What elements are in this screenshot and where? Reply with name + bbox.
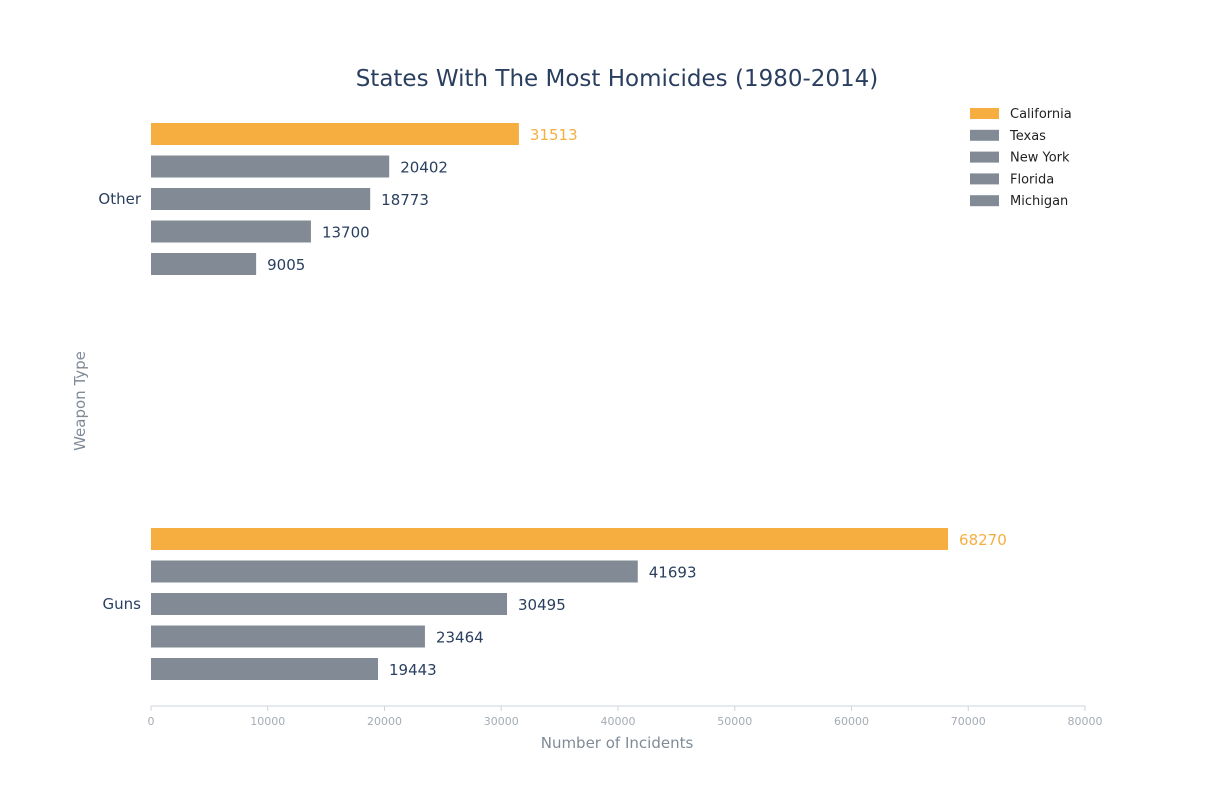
value-label-guns-california: 68270 xyxy=(959,531,1007,549)
legend-label-michigan[interactable]: Michigan xyxy=(1010,194,1068,209)
bars-group xyxy=(151,123,949,680)
value-label-other-michigan: 9005 xyxy=(267,256,305,274)
x-tick-label: 80000 xyxy=(1068,715,1103,728)
x-tick-label: 20000 xyxy=(367,715,402,728)
legend-swatch-new-york[interactable] xyxy=(970,151,999,163)
y-axis-title: Weapon Type xyxy=(71,351,89,451)
bar-guns-california xyxy=(151,528,949,550)
bar-guns-florida xyxy=(151,625,425,648)
legend-label-california[interactable]: California xyxy=(1010,107,1072,122)
category-label-other: Other xyxy=(98,190,141,208)
bar-other-california xyxy=(151,123,519,145)
value-label-other-california: 31513 xyxy=(530,126,578,144)
chart-title: States With The Most Homicides (1980-201… xyxy=(356,66,879,92)
legend: California Texas New York Florida Michigan xyxy=(970,107,1072,209)
x-axis-title: Number of Incidents xyxy=(541,734,694,752)
value-label-guns-michigan: 19443 xyxy=(389,661,437,679)
bar-other-florida xyxy=(151,220,311,243)
legend-label-florida[interactable]: Florida xyxy=(1010,172,1054,187)
value-label-other-florida: 13700 xyxy=(322,224,370,242)
category-labels-group: Other Guns xyxy=(98,190,141,613)
value-labels-group: 31513 20402 18773 13700 9005 68270 41693 30495 2… xyxy=(267,126,1007,679)
legend-swatch-michigan[interactable] xyxy=(970,195,999,207)
bar-other-texas xyxy=(151,155,390,178)
legend-label-new-york[interactable]: New York xyxy=(1010,151,1070,166)
x-tick-label: 50000 xyxy=(717,715,752,728)
bar-guns-new-york xyxy=(151,593,508,615)
legend-swatch-texas[interactable] xyxy=(970,129,999,141)
value-label-guns-new-york: 30495 xyxy=(518,596,566,614)
value-label-other-new-york: 18773 xyxy=(381,191,429,209)
bar-other-michigan xyxy=(151,253,257,275)
legend-swatch-california[interactable] xyxy=(970,108,999,119)
x-tick-labels-group: 0 10000 20000 30000 40000 50000 60000 70000 8000… xyxy=(148,706,1103,728)
x-tick-label: 0 xyxy=(148,715,155,728)
x-tick-label: 10000 xyxy=(250,715,285,728)
value-label-guns-florida: 23464 xyxy=(436,629,484,647)
value-label-other-texas: 20402 xyxy=(400,159,448,177)
x-tick-label: 40000 xyxy=(601,715,636,728)
legend-swatch-florida[interactable] xyxy=(970,173,999,185)
x-tick-label: 30000 xyxy=(484,715,519,728)
x-tick-label: 70000 xyxy=(951,715,986,728)
x-tick-label: 60000 xyxy=(834,715,869,728)
bar-other-new-york xyxy=(151,188,371,210)
value-label-guns-texas: 41693 xyxy=(649,564,697,582)
bar-guns-michigan xyxy=(151,658,378,680)
bar-guns-texas xyxy=(151,560,638,583)
category-label-guns: Guns xyxy=(103,595,142,613)
legend-label-texas[interactable]: Texas xyxy=(1009,129,1046,144)
